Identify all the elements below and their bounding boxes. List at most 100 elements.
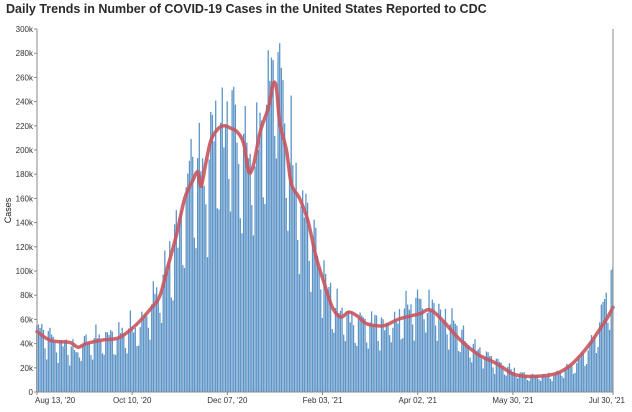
- bar: [502, 365, 504, 392]
- bar: [203, 185, 205, 392]
- bar: [425, 332, 427, 392]
- bar: [462, 325, 465, 392]
- bar: [531, 373, 534, 392]
- bar: [474, 339, 476, 392]
- bar: [128, 328, 130, 392]
- bar: [515, 375, 517, 392]
- bar: [456, 325, 458, 392]
- bar: [441, 321, 443, 392]
- bar: [62, 346, 64, 392]
- y-tick-label: 60k: [20, 315, 34, 324]
- bar: [608, 329, 611, 392]
- bar: [600, 304, 602, 392]
- bar: [251, 205, 253, 392]
- bar: [380, 317, 383, 392]
- bar: [495, 358, 497, 392]
- bar: [587, 350, 589, 392]
- bar: [285, 197, 287, 392]
- bar: [152, 281, 154, 392]
- bar: [333, 332, 335, 392]
- bar: [370, 311, 373, 392]
- bar: [216, 208, 218, 392]
- y-tick-label: 200k: [16, 146, 34, 155]
- bar: [566, 363, 568, 392]
- bar: [336, 288, 338, 392]
- x-tick-label: Dec 07, '20: [207, 396, 248, 405]
- bar: [349, 322, 351, 392]
- bar: [211, 114, 214, 392]
- bar: [239, 218, 241, 392]
- bar: [372, 325, 374, 392]
- bar: [389, 335, 391, 392]
- bar: [431, 299, 433, 392]
- bar: [408, 309, 410, 392]
- bar: [100, 341, 102, 392]
- bar: [55, 352, 58, 392]
- bar: [528, 380, 530, 392]
- bar: [288, 162, 291, 392]
- bar: [489, 356, 491, 392]
- bar: [70, 346, 72, 392]
- bar: [418, 298, 420, 392]
- bar: [236, 142, 238, 392]
- bar: [175, 210, 177, 392]
- bar: [347, 310, 350, 392]
- bar: [231, 90, 233, 392]
- bar: [274, 135, 276, 392]
- bar: [280, 67, 282, 393]
- bar: [257, 149, 260, 392]
- bar: [551, 381, 553, 392]
- bar: [111, 331, 113, 392]
- bar: [546, 375, 548, 392]
- bar: [315, 227, 317, 392]
- bar: [290, 95, 292, 393]
- bar: [444, 308, 447, 392]
- bar: [548, 372, 550, 392]
- bar: [466, 343, 468, 392]
- bar: [459, 352, 461, 392]
- bar: [326, 290, 328, 392]
- bar: [261, 120, 263, 392]
- bar: [91, 359, 94, 392]
- bar: [297, 239, 299, 392]
- bar: [576, 363, 578, 392]
- bar: [106, 332, 109, 392]
- y-tick-label: 140k: [16, 219, 34, 228]
- y-tick-label: 300k: [16, 25, 34, 34]
- bar: [177, 247, 179, 392]
- bar: [200, 171, 202, 392]
- bar: [402, 338, 404, 392]
- bar: [533, 374, 535, 392]
- bar: [400, 339, 402, 392]
- bar: [77, 352, 79, 392]
- bar: [318, 269, 320, 392]
- bar: [192, 156, 194, 392]
- bar: [264, 203, 266, 392]
- bar: [292, 165, 294, 392]
- bar: [500, 362, 502, 392]
- bar: [229, 211, 232, 392]
- bar: [64, 339, 66, 392]
- bar: [498, 361, 501, 392]
- bar: [541, 375, 543, 392]
- bar: [306, 202, 309, 392]
- bar: [374, 314, 376, 392]
- bar: [59, 340, 61, 392]
- bar: [341, 307, 343, 392]
- bar: [329, 282, 332, 392]
- bar: [123, 333, 125, 392]
- bar: [149, 339, 151, 392]
- bar: [165, 272, 168, 392]
- bar: [328, 287, 330, 392]
- bar: [316, 255, 319, 392]
- y-tick-label: 260k: [16, 73, 34, 82]
- bar: [144, 314, 146, 392]
- bar: [398, 309, 401, 392]
- bar: [118, 322, 120, 392]
- bar: [279, 43, 281, 392]
- axes-layer: [34, 28, 614, 395]
- bar: [518, 373, 520, 392]
- bar: [98, 334, 100, 392]
- bar: [475, 351, 478, 392]
- bar: [346, 310, 348, 392]
